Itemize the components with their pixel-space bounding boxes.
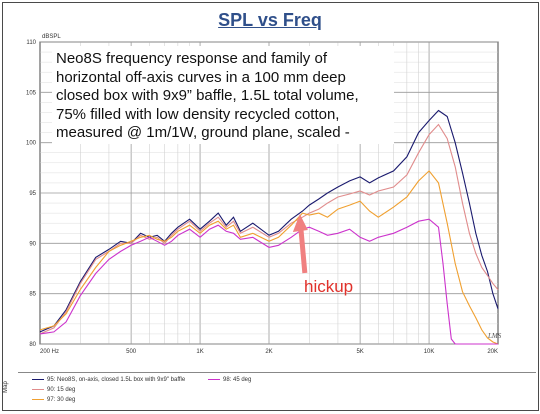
legend-swatch [208,378,220,380]
series-line-1 [39,123,499,335]
legend-side-label: Map [2,381,9,393]
y-tick-label: 85 [29,292,36,298]
plot-area: 80 85 90 95 100 105 110 dBSPL 200 Hz 500 1K 2K 5K 10K… [26,34,502,355]
y-tick-label: 110 [26,40,36,46]
x-tick-label: 1K [196,349,203,355]
description-backdrop [52,46,394,144]
legend-label: 97: 30 deg [47,397,76,403]
legend: 95: Neo8S, on-axis, closed 1.5L box with… [18,372,536,409]
chart-description: Neo8S frequency response and family of h… [56,50,359,141]
x-tick-label: 10K [424,349,435,355]
series-line-3 [39,218,498,345]
legend-side-tab: Map [2,372,19,408]
legend-swatch [32,388,44,390]
corner-mark: LMS [487,332,502,340]
series-line-2 [39,170,499,345]
x-tick-label: 2K [265,349,272,355]
legend-swatch [32,398,44,400]
legend-item: 95: Neo8S, on-axis, closed 1.5L box with… [32,377,185,383]
legend-item: 90: 15 deg [32,387,75,393]
x-tick-label: 20K [487,349,498,355]
x-tick-label: 200 Hz [40,349,59,355]
chart-title: SPL vs Freq [218,10,322,30]
legend-label: 90: 15 deg [47,387,76,393]
annotation-arrow-shaft [298,227,308,274]
legend-label: 98: 45 deg [223,377,252,383]
x-tick-label: 5K [356,349,363,355]
hickup-annotation: hickup [304,277,354,296]
y-tick-label: 100 [26,141,37,147]
y-axis-label: dBSPL [42,34,61,40]
y-tick-label: 95 [29,191,36,197]
legend-swatch [32,378,44,380]
legend-label: 95: Neo8S, on-axis, closed 1.5L box with… [47,377,186,383]
y-tick-label: 90 [29,241,36,247]
legend-item: 98: 45 deg [208,377,251,383]
legend-item: 97: 30 deg [32,397,75,403]
series-line-0 [39,109,499,333]
x-tick-label: 500 [126,349,137,355]
annotation-arrow-head [292,214,308,232]
y-tick-label: 105 [26,90,37,96]
y-tick-label: 80 [29,342,36,348]
